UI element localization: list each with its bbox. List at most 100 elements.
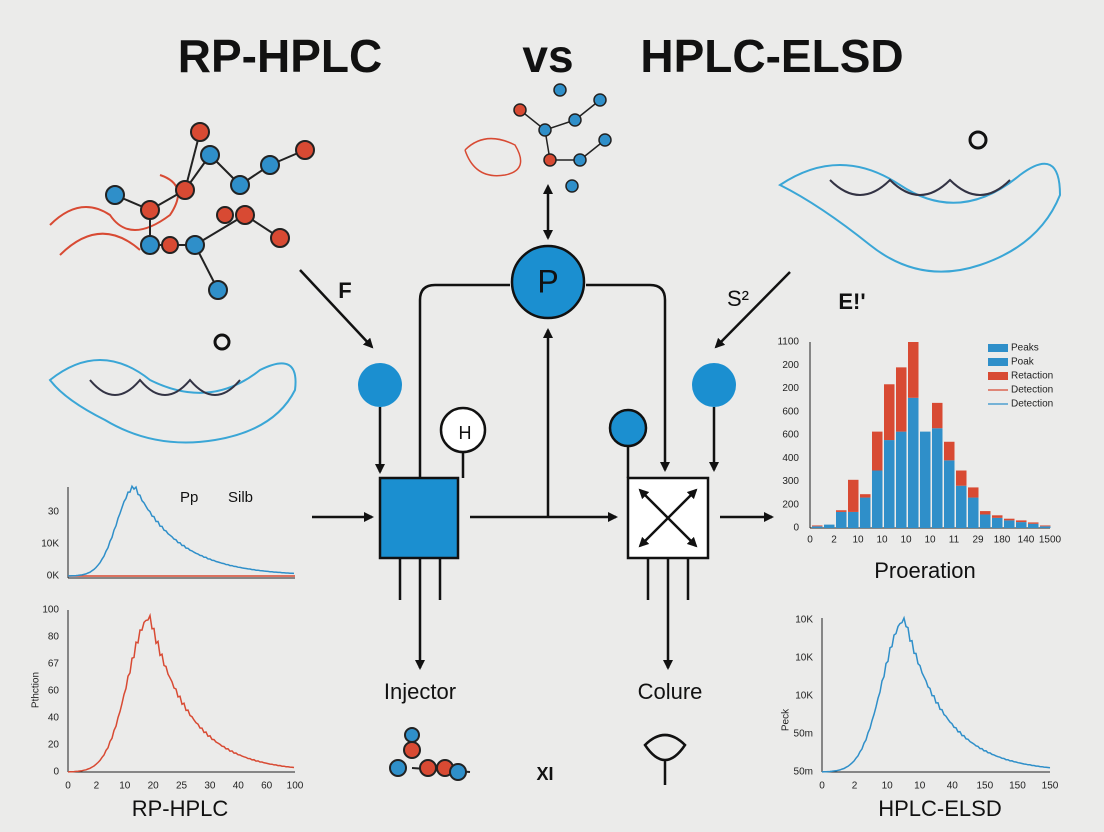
bar — [908, 397, 919, 528]
bar — [980, 514, 991, 528]
legend-label: Detection — [1011, 385, 1053, 396]
x-tick-label: 40 — [233, 781, 245, 792]
plot-title: HPLC-ELSD — [878, 796, 1001, 821]
x-tick-label: 20 — [148, 781, 160, 792]
corner-label: E!' — [838, 289, 865, 314]
x-tick-label: 0 — [819, 781, 825, 792]
legend-swatch — [988, 372, 1008, 380]
plot-title: Proeration — [874, 558, 976, 583]
y-tick-label: 1100 — [777, 337, 799, 348]
y-tick-label: 600 — [782, 430, 799, 441]
bar — [1040, 525, 1051, 527]
column-label: Colure — [638, 679, 703, 704]
x-tick-label: 10 — [852, 535, 864, 546]
curve — [821, 615, 1051, 773]
bar — [812, 526, 823, 528]
y-axis-label: Pthction — [31, 672, 42, 708]
bar — [872, 431, 883, 471]
y-tick-label: 67 — [48, 659, 60, 670]
y-tick-label: 10K — [41, 539, 59, 550]
bar — [812, 525, 823, 527]
bar — [932, 428, 943, 528]
bar — [884, 440, 895, 528]
bar — [980, 511, 991, 515]
y-tick-label: 10K — [795, 653, 813, 664]
pump-label: P — [537, 263, 558, 299]
curve — [68, 484, 295, 577]
bar — [968, 487, 979, 498]
x-tick-label: 30 — [204, 781, 216, 792]
legend-label: Peaks — [1011, 343, 1039, 354]
bar — [1004, 520, 1015, 528]
y-tick-label: 200 — [782, 360, 799, 371]
x-tick-label: 10 — [914, 781, 926, 792]
y-axis-label: Peck — [781, 708, 792, 731]
bar — [992, 515, 1003, 518]
x-tick-label: 10 — [882, 781, 894, 792]
title-vs: vs — [522, 30, 573, 82]
molecule-top — [464, 83, 612, 193]
bar — [956, 470, 967, 486]
bar — [860, 497, 871, 528]
y-tick-label: 200 — [782, 383, 799, 394]
y-tick-label: 50m — [794, 729, 813, 740]
bar — [1016, 520, 1027, 523]
arrow-label: S² — [727, 286, 749, 311]
bar — [968, 497, 979, 528]
x-tick-label: 10 — [924, 535, 936, 546]
bar — [824, 524, 835, 528]
x-tick-label: 11 — [949, 535, 960, 546]
bar — [1028, 522, 1039, 524]
circle-label: H — [459, 423, 472, 443]
x-tick-label: 150 — [1042, 781, 1059, 792]
bar — [872, 470, 883, 528]
y-tick-label: 30 — [48, 507, 60, 518]
bar — [908, 342, 919, 398]
bar — [896, 431, 907, 528]
x-tick-label: 150 — [1009, 781, 1026, 792]
x-tick-label: 1500 — [1039, 535, 1062, 546]
plot-annotation: Silb — [228, 489, 253, 506]
y-tick-label: 40 — [48, 713, 60, 724]
y-tick-label: 0 — [793, 523, 799, 534]
x-tick-label: 60 — [261, 781, 273, 792]
bar — [1040, 526, 1051, 528]
x-tick-label: 25 — [176, 781, 188, 792]
bar — [860, 494, 871, 498]
x-tick-label: 2 — [94, 781, 100, 792]
x-tick-label: 140 — [1018, 535, 1035, 546]
y-tick-label: 20 — [48, 740, 60, 751]
x-tick-label: 100 — [287, 781, 304, 792]
y-tick-label: 0 — [53, 767, 59, 778]
y-tick-label: 100 — [42, 605, 59, 616]
x-tick-label: 2 — [831, 535, 837, 546]
y-tick-label: 60 — [48, 686, 60, 697]
legend-label: Poak — [1011, 357, 1035, 368]
bar — [956, 485, 967, 528]
bar — [836, 511, 847, 528]
y-tick-label: 0K — [47, 571, 60, 582]
bar — [944, 460, 955, 528]
y-tick-label: 300 — [782, 476, 799, 487]
bar — [932, 402, 943, 429]
legend-label: Retaction — [1011, 371, 1053, 382]
protein-left — [48, 333, 297, 444]
y-tick-label: 200 — [782, 499, 799, 510]
x-tick-label: 180 — [994, 535, 1011, 546]
x-tick-label: 40 — [947, 781, 959, 792]
y-tick-label: 400 — [782, 453, 799, 464]
legend-label: Detection — [1011, 399, 1053, 410]
x-tick-label: 150 — [977, 781, 994, 792]
injector-label: Injector — [384, 679, 456, 704]
bar — [836, 510, 847, 512]
flow-lines — [299, 184, 791, 785]
plot-annotation: Pp — [180, 489, 198, 506]
plot-title: RP-HPLC — [132, 796, 229, 821]
title-left: RP-HPLC — [178, 30, 382, 82]
x-tick-label: 0 — [65, 781, 71, 792]
arrow-label: F — [338, 278, 351, 303]
bar — [848, 511, 859, 528]
bar — [896, 367, 907, 432]
curve — [67, 612, 295, 773]
x-tick-label: 10 — [900, 535, 912, 546]
